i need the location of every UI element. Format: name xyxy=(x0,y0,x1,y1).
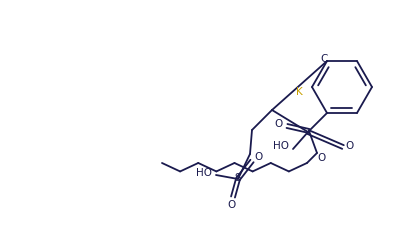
Text: O: O xyxy=(274,119,283,129)
Text: O: O xyxy=(227,200,236,210)
Text: O: O xyxy=(345,141,353,151)
Text: O: O xyxy=(254,152,263,162)
Text: C: C xyxy=(319,54,327,64)
Text: K: K xyxy=(295,86,302,97)
Text: HO: HO xyxy=(272,141,288,151)
Text: HO: HO xyxy=(196,168,211,178)
Text: S: S xyxy=(234,173,241,183)
Text: O: O xyxy=(317,153,325,163)
